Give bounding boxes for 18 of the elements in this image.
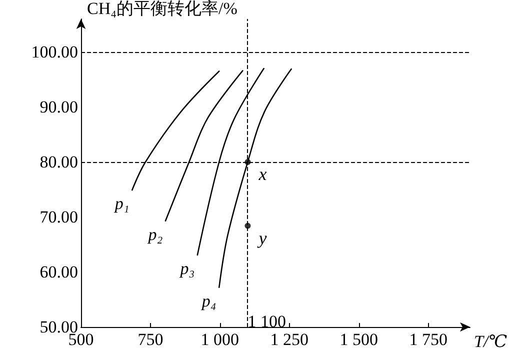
series-label: p₂ xyxy=(147,224,163,244)
y-tick-label: 90.00 xyxy=(40,98,78,116)
series-label: p₄ xyxy=(200,291,216,310)
y-tick-label: 100.00 xyxy=(31,42,78,62)
series-label: p₁ xyxy=(114,194,130,214)
y-tick-label: 80.00 xyxy=(40,152,78,172)
x-tick-label: 1 250 xyxy=(270,330,309,349)
annotation: y xyxy=(256,228,267,248)
x-tick-label: 750 xyxy=(138,330,164,349)
ref-line-label: 1 100 xyxy=(248,312,286,331)
x-tick-label: 1 500 xyxy=(340,330,378,349)
series-label: p₃ xyxy=(179,258,195,278)
x-tick-label: 1 750 xyxy=(409,330,448,349)
x-tick-label: 1 000 xyxy=(200,330,240,349)
y-tick-label: 60.00 xyxy=(40,262,78,282)
annotation: x xyxy=(258,164,267,184)
x-axis-title: T/℃ xyxy=(474,332,508,351)
y-tick-label: 70.00 xyxy=(40,208,78,226)
